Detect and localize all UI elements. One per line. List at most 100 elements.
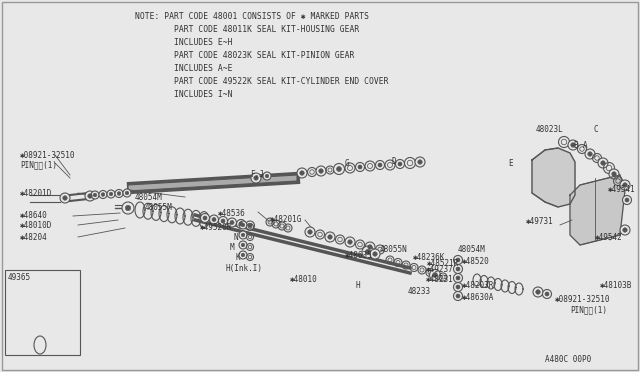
Text: ✱49520R: ✱49520R [200,224,232,232]
Text: H: H [355,280,360,289]
Text: A480C 00P0: A480C 00P0 [545,356,591,365]
Circle shape [251,173,261,183]
Circle shape [454,273,463,282]
Text: ✱48635: ✱48635 [345,251,372,260]
Text: ✱48204: ✱48204 [20,232,48,241]
Circle shape [358,165,362,169]
Circle shape [117,192,121,195]
Circle shape [93,193,97,197]
Text: PINピン(1): PINピン(1) [20,160,57,170]
Circle shape [239,251,247,259]
Text: 48023L: 48023L [536,125,564,135]
Text: NOTE: PART CODE 48001 CONSISTS OF ✱ MARKED PARTS: NOTE: PART CODE 48001 CONSISTS OF ✱ MARK… [135,12,369,21]
Circle shape [456,276,460,280]
Text: ✱49731: ✱49731 [526,217,554,225]
Text: PART CODE 49522K SEAL KIT-CYLINDER END COVER: PART CODE 49522K SEAL KIT-CYLINDER END C… [135,77,388,86]
Circle shape [433,273,438,278]
Circle shape [319,169,323,173]
Circle shape [370,249,380,259]
Circle shape [378,163,382,167]
Text: ✱08921-32510: ✱08921-32510 [555,295,611,305]
Text: 48233: 48233 [408,286,431,295]
Circle shape [246,221,255,230]
Circle shape [536,290,540,294]
Polygon shape [128,175,297,191]
Polygon shape [532,148,575,207]
Text: 48055M: 48055M [145,202,173,212]
Text: A: A [583,141,588,150]
Circle shape [328,235,332,239]
Circle shape [545,292,549,296]
Text: INCLUDES E~H: INCLUDES E~H [135,38,232,47]
Circle shape [396,160,404,169]
Circle shape [300,171,304,175]
Circle shape [88,194,92,198]
Circle shape [429,269,440,280]
Circle shape [620,225,630,235]
Circle shape [209,215,218,224]
Circle shape [237,219,246,228]
Circle shape [230,221,234,225]
Circle shape [376,160,385,170]
Circle shape [316,166,326,176]
Text: 48055N: 48055N [380,244,408,253]
Circle shape [348,240,352,244]
Circle shape [239,222,243,226]
Text: H(Ink.I): H(Ink.I) [225,264,262,273]
Text: D: D [392,157,397,167]
Circle shape [239,221,247,229]
Circle shape [122,202,134,214]
Circle shape [265,174,269,178]
Circle shape [365,249,371,255]
Circle shape [533,287,543,297]
FancyBboxPatch shape [5,270,80,355]
Circle shape [454,282,463,292]
Circle shape [454,256,463,264]
Text: E: E [508,158,513,167]
Circle shape [609,169,619,179]
Circle shape [241,223,245,227]
Circle shape [398,162,402,166]
Circle shape [115,189,123,198]
Circle shape [345,237,355,247]
Text: INCLUDES I~N: INCLUDES I~N [135,90,232,99]
Circle shape [362,246,374,258]
Circle shape [456,258,460,262]
Circle shape [585,149,595,159]
Text: ✱48203R: ✱48203R [462,280,494,289]
Text: ✱48010: ✱48010 [290,276,317,285]
Circle shape [85,191,95,201]
Circle shape [456,285,460,289]
Circle shape [125,191,129,195]
Circle shape [625,198,629,202]
Text: PART CODE 48011K SEAL KIT-HOUSING GEAR: PART CODE 48011K SEAL KIT-HOUSING GEAR [135,25,359,34]
Circle shape [588,152,592,156]
Circle shape [241,233,245,237]
Text: PART CODE 48023K SEAL KIT-PINION GEAR: PART CODE 48023K SEAL KIT-PINION GEAR [135,51,355,60]
Circle shape [456,294,460,298]
Text: ✱49237: ✱49237 [426,264,454,273]
Text: INCLUDES A~E: INCLUDES A~E [135,64,232,73]
Circle shape [325,232,335,242]
Circle shape [200,214,209,222]
Circle shape [415,157,425,167]
Circle shape [365,242,375,252]
Circle shape [109,192,113,196]
Text: ✱48640: ✱48640 [20,211,48,219]
Circle shape [101,193,105,196]
Text: K: K [236,253,241,263]
Circle shape [297,168,307,178]
Text: ✱48520: ✱48520 [462,257,490,266]
Circle shape [221,219,225,223]
Circle shape [418,160,422,164]
Circle shape [241,253,245,257]
Circle shape [571,143,575,147]
Circle shape [305,227,315,237]
Circle shape [218,217,227,225]
Text: C: C [593,125,598,135]
Circle shape [308,230,312,234]
Circle shape [60,193,70,203]
Circle shape [372,252,377,256]
Text: 49365: 49365 [8,273,31,282]
Circle shape [355,163,365,171]
